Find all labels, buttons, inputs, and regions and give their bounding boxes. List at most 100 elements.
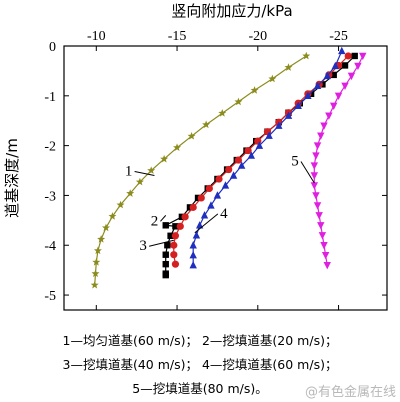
series-5 <box>310 52 367 270</box>
series-5-point <box>354 62 362 71</box>
series-2-point <box>351 52 358 60</box>
axes: -10 -15 -20 -25 0 -1 -2 -3 -4 -5 <box>44 29 387 310</box>
series-5-point <box>341 82 349 91</box>
series-1-point <box>302 51 311 60</box>
callout-leader <box>149 239 174 247</box>
series-3-point <box>171 232 180 240</box>
series-3-point <box>234 156 243 164</box>
series-1-point <box>173 143 182 152</box>
series-1-point <box>90 280 99 289</box>
series-1-point <box>91 269 100 278</box>
y-tick-label: -4 <box>44 239 56 254</box>
series-4 <box>189 46 346 269</box>
series-5-point <box>321 252 330 260</box>
series-1-point <box>93 246 102 255</box>
series-5-point <box>323 261 331 270</box>
series-4-point <box>195 221 204 229</box>
series-3-point <box>176 222 184 230</box>
series-5-point <box>359 52 367 61</box>
series-4-point <box>229 171 238 179</box>
series-1-point <box>218 109 227 117</box>
series-5-point <box>334 92 343 101</box>
series-3-point <box>344 52 352 60</box>
series-2-point <box>162 222 169 229</box>
series-4-point <box>237 161 246 169</box>
series-1-point <box>147 166 156 174</box>
series-3-point <box>244 147 252 155</box>
series-5-point <box>317 222 325 230</box>
series-4-point <box>255 141 264 149</box>
series-4-point <box>213 191 222 199</box>
x-axis-title: 竖向附加应力/kPa <box>171 2 292 20</box>
y-tick-label: -5 <box>44 289 56 304</box>
series-5-line <box>313 55 364 266</box>
y-axis-title: 道基深度/m <box>3 138 21 218</box>
callout-leader <box>300 161 315 184</box>
plot-frame <box>63 45 388 311</box>
series-5-point <box>325 112 333 120</box>
series-1-point <box>187 131 196 140</box>
callout-label: 1 <box>125 164 133 180</box>
x-tick-label: -10 <box>87 29 106 44</box>
series-4-point <box>189 241 197 249</box>
series-4-point <box>275 121 283 129</box>
series-1-point <box>250 86 259 94</box>
series-3-point <box>205 184 213 193</box>
series-5-point <box>312 152 320 160</box>
series-5-point <box>320 122 328 130</box>
x-tick-label: -20 <box>248 29 267 44</box>
y-tick-label: 0 <box>49 40 56 55</box>
series-5-point <box>320 242 328 250</box>
series-4-point <box>207 201 215 209</box>
series-1-point <box>108 212 117 220</box>
series-5-point <box>315 212 323 220</box>
series-5-point <box>313 142 322 150</box>
legend-line-1: 1—均匀道基(60 m/s)； 2—挖填道基(20 m/s)； <box>62 333 338 348</box>
series-4-point <box>189 251 197 259</box>
series-4-point <box>265 131 273 139</box>
callout-leader <box>194 213 219 234</box>
series-5-point <box>310 162 319 170</box>
series-3-point <box>170 241 178 249</box>
callout-label: 3 <box>139 238 147 254</box>
series-5-point <box>310 172 319 180</box>
series-4-point <box>221 181 230 189</box>
series-2-point <box>162 271 169 279</box>
watermark: @有色金属在线 <box>304 385 396 400</box>
series-3-point <box>225 165 233 174</box>
series-4-point <box>323 71 331 80</box>
callout-label: 4 <box>220 206 228 222</box>
series-1-point <box>97 235 106 243</box>
x-tick-label: -15 <box>168 29 187 44</box>
series-4-point <box>200 211 209 219</box>
callout-leader <box>134 171 155 176</box>
series-2-point <box>164 242 171 249</box>
legend-line-2: 3—挖填道基(40 m/s)； 4—挖填道基(60 m/s)； <box>62 357 338 372</box>
series-2-point <box>162 260 169 268</box>
series-1-point <box>202 120 211 129</box>
x-tick-label: -25 <box>329 29 348 44</box>
series-3-point <box>197 194 205 202</box>
series-1-point <box>284 63 293 71</box>
series-5-point <box>313 202 322 210</box>
series-2-point <box>167 232 174 239</box>
series-4-point <box>338 46 346 55</box>
series-4-point <box>313 81 322 90</box>
series-1-point <box>234 97 243 106</box>
series-3-point <box>170 251 178 259</box>
series-3-point <box>189 203 197 211</box>
series-1-point <box>135 177 144 186</box>
series-3-point <box>215 175 223 183</box>
series-5-point <box>347 72 356 81</box>
series-1-point <box>116 200 125 209</box>
series-layer <box>90 46 367 289</box>
series-5-point <box>312 192 320 200</box>
series-1-point <box>92 257 101 266</box>
y-tick-label: -3 <box>44 189 56 204</box>
callout-label: 2 <box>151 213 159 229</box>
series-2-point <box>341 62 349 69</box>
series-3-point <box>171 260 180 268</box>
series-4-point <box>304 91 312 100</box>
series-5-point <box>330 102 338 110</box>
